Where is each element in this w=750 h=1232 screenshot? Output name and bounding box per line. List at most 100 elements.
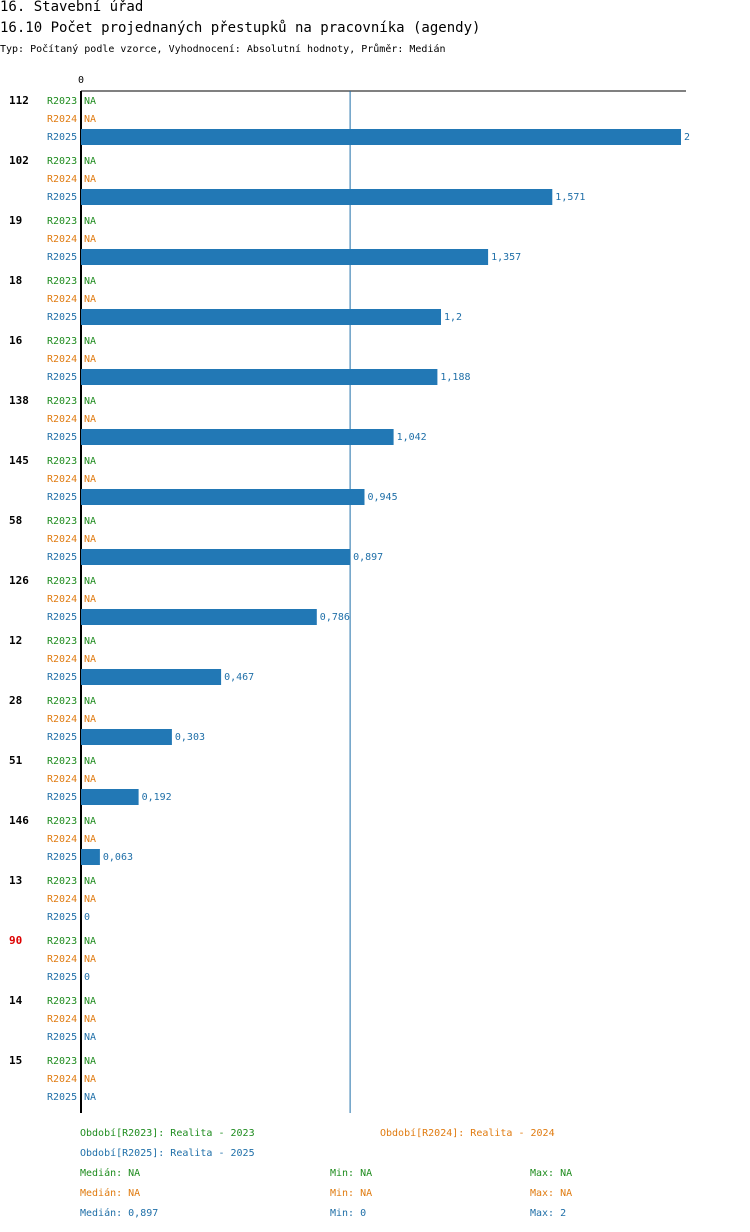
legend-period-2023: Období[R2023]: Realita - 2023: [80, 1128, 255, 1139]
value-label: 2: [684, 132, 690, 143]
na-label: NA: [84, 156, 96, 167]
na-label: NA: [84, 516, 96, 527]
value-label: 0: [84, 912, 90, 923]
chart-info: Typ: Počítaný podle vzorce, Vyhodnocení:…: [0, 44, 446, 55]
period-label: R2025: [47, 132, 77, 143]
period-label: R2025: [47, 1092, 77, 1103]
stat-max-2025: Max: 2: [530, 1208, 567, 1219]
chart-title: 16.10 Počet projednaných přestupků na pr…: [0, 20, 481, 36]
stat-median-2025: Medián: 0,897: [80, 1208, 159, 1219]
bar: [81, 489, 365, 505]
period-label: R2025: [47, 1032, 77, 1043]
period-label: R2024: [47, 714, 77, 725]
period-label: R2023: [47, 576, 77, 587]
na-label: NA: [84, 654, 96, 665]
value-label: 0,945: [368, 492, 398, 503]
value-label: 0: [84, 972, 90, 983]
period-label: R2025: [47, 312, 77, 323]
na-label: NA: [84, 1056, 96, 1067]
legend-period-2025: Období[R2025]: Realita - 2025: [80, 1148, 255, 1159]
bar: [81, 249, 489, 265]
category-label: 51: [9, 754, 23, 767]
stat-max-2023: Max: NA: [530, 1168, 573, 1179]
period-label: R2024: [47, 114, 77, 125]
stat-min-2024: Min: NA: [330, 1188, 373, 1199]
period-label: R2024: [47, 294, 77, 305]
na-label: NA: [84, 216, 96, 227]
category-label: 58: [9, 514, 22, 527]
category-label: 112: [9, 94, 29, 107]
period-label: R2023: [47, 276, 77, 287]
period-label: R2025: [47, 672, 77, 683]
bar: [81, 309, 441, 325]
na-label: NA: [84, 396, 96, 407]
period-label: R2024: [47, 1014, 77, 1025]
na-label: NA: [84, 174, 96, 185]
value-label: 1,571: [555, 192, 585, 203]
period-label: R2023: [47, 876, 77, 887]
bar: [81, 129, 681, 145]
na-label: NA: [84, 114, 96, 125]
period-label: R2023: [47, 216, 77, 227]
period-label: R2025: [47, 912, 77, 923]
stat-min-2025: Min: 0: [330, 1208, 367, 1219]
na-label: NA: [84, 276, 96, 287]
period-label: R2025: [47, 792, 77, 803]
period-label: R2023: [47, 996, 77, 1007]
na-label: NA: [84, 696, 96, 707]
stat-median-2024: Medián: NA: [80, 1188, 141, 1199]
na-label: NA: [84, 714, 96, 725]
period-label: R2024: [47, 174, 77, 185]
period-label: R2024: [47, 474, 77, 485]
period-label: R2025: [47, 972, 77, 983]
na-label: NA: [84, 1074, 96, 1085]
na-label: NA: [84, 1032, 96, 1043]
period-label: R2023: [47, 936, 77, 947]
category-label: 18: [9, 274, 22, 287]
period-label: R2023: [47, 336, 77, 347]
period-label: R2023: [47, 636, 77, 647]
value-label: 0,192: [142, 792, 172, 803]
value-label: 0,897: [353, 552, 383, 563]
period-label: R2025: [47, 192, 77, 203]
category-label: 138: [9, 394, 29, 407]
na-label: NA: [84, 336, 96, 347]
value-label: 0,786: [320, 612, 350, 623]
category-label: 15: [9, 1054, 22, 1067]
period-label: R2025: [47, 372, 77, 383]
period-label: R2024: [47, 894, 77, 905]
bar: [81, 549, 351, 565]
category-label: 102: [9, 154, 29, 167]
bar: [81, 429, 394, 445]
period-label: R2024: [47, 414, 77, 425]
period-label: R2024: [47, 654, 77, 665]
value-label: 1,188: [440, 372, 470, 383]
na-label: NA: [84, 996, 96, 1007]
period-label: R2023: [47, 756, 77, 767]
category-label: 90: [9, 934, 22, 947]
na-label: NA: [84, 1092, 96, 1103]
bar-chart: 0 112 R2023 NA R2024 NA R2025 2 102 R2023 NA R2024 N…: [9, 75, 690, 1113]
value-label: 1,2: [444, 312, 462, 323]
value-label: 0,063: [103, 852, 133, 863]
value-label: 0,467: [224, 672, 254, 683]
na-label: NA: [84, 534, 96, 545]
period-label: R2025: [47, 492, 77, 503]
value-label: 1,357: [491, 252, 521, 263]
value-label: 1,042: [397, 432, 427, 443]
period-label: R2025: [47, 732, 77, 743]
period-label: R2023: [47, 96, 77, 107]
bar: [81, 609, 317, 625]
na-label: NA: [84, 1014, 96, 1025]
period-label: R2025: [47, 612, 77, 623]
na-label: NA: [84, 414, 96, 425]
na-label: NA: [84, 816, 96, 827]
period-label: R2023: [47, 456, 77, 467]
period-label: R2023: [47, 816, 77, 827]
category-label: 28: [9, 694, 22, 707]
na-label: NA: [84, 294, 96, 305]
period-label: R2024: [47, 774, 77, 785]
period-label: R2024: [47, 954, 77, 965]
bar: [81, 189, 553, 205]
period-label: R2025: [47, 552, 77, 563]
